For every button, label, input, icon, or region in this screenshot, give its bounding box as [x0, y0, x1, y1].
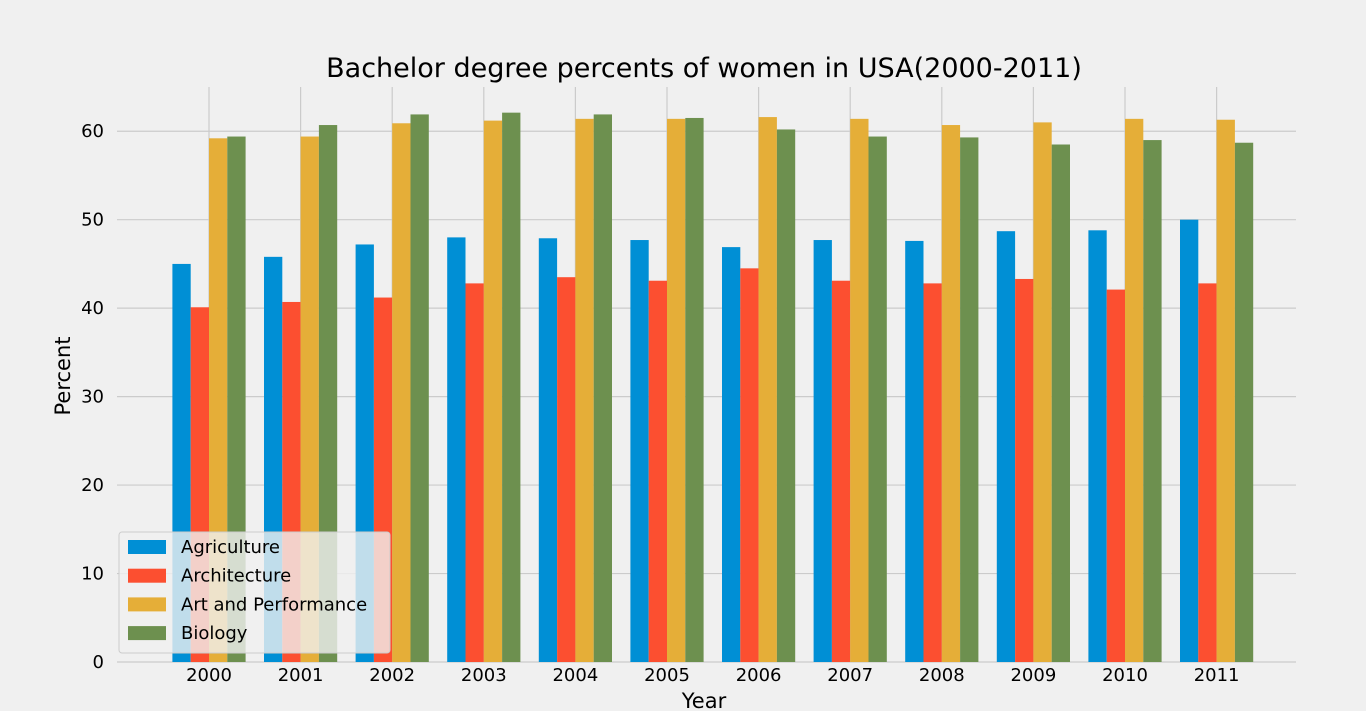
- bar-art-and-performance: [209, 138, 228, 663]
- x-tick-labels: 2000 2001 2002 2003 2004 2005 2006 2007 2008 2009…: [186, 665, 1239, 686]
- x-tick-label: 2010: [1102, 665, 1148, 686]
- bar-agriculture: [1180, 219, 1199, 662]
- bars: [172, 112, 1254, 663]
- bar-biology: [593, 114, 612, 662]
- bar-agriculture: [538, 238, 558, 662]
- bar-agriculture: [905, 240, 924, 662]
- bar-biology: [410, 114, 429, 662]
- chart-title: Bachelor degree percents of women in USA…: [326, 53, 1082, 84]
- y-tick-label: 50: [81, 210, 104, 231]
- bar-biology: [502, 112, 521, 662]
- bar-agriculture: [722, 247, 741, 662]
- bar-art-and-performance: [300, 136, 319, 663]
- legend-swatch: [128, 568, 166, 583]
- bar-art-and-performance: [392, 123, 411, 663]
- legend-label: Agriculture: [181, 537, 280, 558]
- bar-agriculture: [447, 237, 466, 662]
- bar-art-and-performance: [850, 118, 869, 663]
- bar-biology: [1051, 144, 1070, 662]
- x-tick-label: 2000: [186, 665, 232, 686]
- y-tick-label: 30: [81, 387, 104, 408]
- bar-art-and-performance: [483, 120, 503, 663]
- bar-biology: [776, 129, 796, 662]
- bar-architecture: [1015, 278, 1034, 662]
- bar-art-and-performance: [1125, 118, 1144, 663]
- bar-art-and-performance: [1216, 119, 1235, 662]
- x-tick-label: 2004: [552, 665, 598, 686]
- y-tick-label: 20: [81, 475, 104, 496]
- x-tick-label: 2002: [369, 665, 415, 686]
- bar-biology: [685, 117, 704, 662]
- bar-architecture: [557, 277, 576, 662]
- x-tick-label: 2005: [644, 665, 690, 686]
- x-tick-label: 2008: [919, 665, 965, 686]
- x-tick-label: 2006: [736, 665, 782, 686]
- bar-agriculture: [630, 240, 649, 663]
- bar-agriculture: [996, 231, 1016, 662]
- legend: Agriculture Architecture Art and Performan…: [118, 531, 391, 654]
- x-tick-label: 2011: [1194, 665, 1240, 686]
- bar-biology: [227, 136, 246, 663]
- bar-art-and-performance: [758, 117, 777, 663]
- bar-biology: [960, 137, 979, 662]
- x-axis-label: Year: [681, 689, 727, 711]
- legend-swatch: [128, 597, 166, 612]
- legend-label: Biology: [181, 623, 248, 644]
- bar-agriculture: [1088, 230, 1107, 663]
- bar-biology: [1234, 142, 1254, 662]
- y-tick-label: 60: [81, 121, 104, 142]
- legend-label: Architecture: [181, 566, 291, 587]
- bar-architecture: [1198, 283, 1217, 662]
- bar-art-and-performance: [667, 118, 686, 663]
- y-tick-label: 40: [81, 298, 104, 319]
- bar-architecture: [923, 283, 942, 662]
- bar-architecture: [465, 283, 484, 662]
- bar-architecture: [831, 280, 851, 662]
- x-tick-label: 2009: [1010, 665, 1056, 686]
- x-tick-label: 2003: [461, 665, 507, 686]
- bar-biology: [318, 125, 338, 663]
- y-axis-label: Percent: [51, 336, 75, 415]
- legend-swatch: [128, 626, 166, 641]
- bar-architecture: [1106, 289, 1125, 662]
- y-tick-labels: 0 10 20 30 40 50 60: [81, 121, 104, 673]
- bar-agriculture: [813, 240, 832, 663]
- bar-art-and-performance: [1033, 122, 1052, 662]
- legend-label: Art and Performance: [181, 594, 367, 615]
- legend-swatch: [128, 540, 166, 554]
- bar-art-and-performance: [575, 118, 594, 663]
- bar-biology: [1143, 140, 1162, 663]
- bar-architecture: [740, 268, 759, 662]
- bar-architecture: [648, 280, 667, 662]
- y-tick-label: 0: [93, 652, 104, 673]
- bar-art-and-performance: [941, 125, 961, 663]
- bar-biology: [868, 136, 887, 663]
- y-tick-label: 10: [81, 564, 104, 585]
- legend-box: [118, 531, 391, 654]
- x-tick-label: 2001: [278, 665, 324, 686]
- x-tick-label: 2007: [827, 665, 873, 686]
